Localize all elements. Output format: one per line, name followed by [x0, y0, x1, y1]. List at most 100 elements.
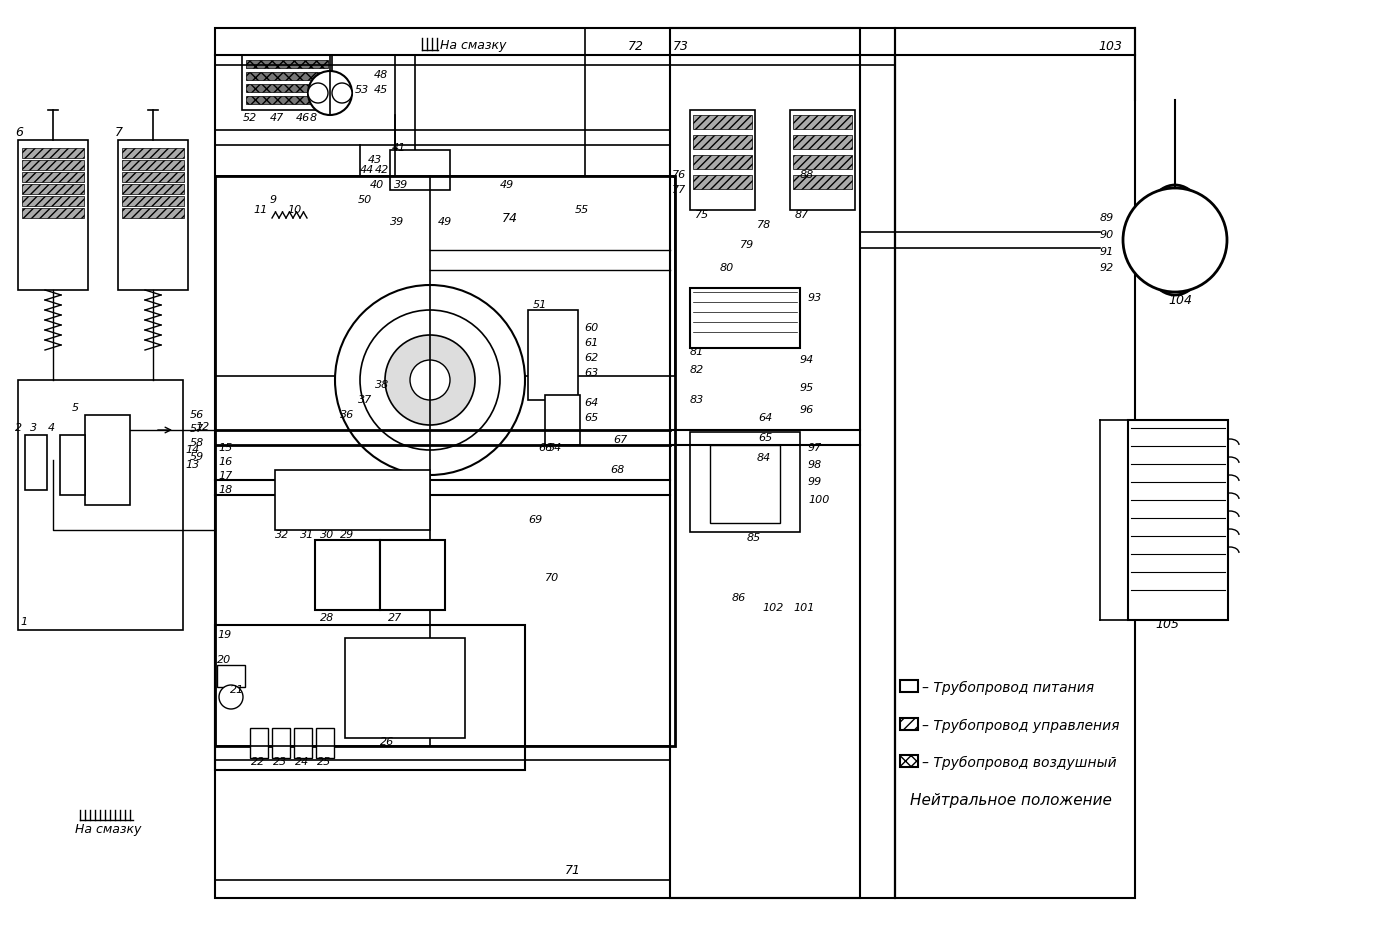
Text: 21: 21: [230, 685, 244, 695]
Text: Нейтральное положение: Нейтральное положение: [910, 792, 1112, 807]
Bar: [315, 540, 379, 610]
Text: 55: 55: [575, 205, 589, 215]
Bar: [122, 172, 183, 182]
Text: 80: 80: [720, 263, 734, 273]
Circle shape: [385, 335, 475, 425]
Bar: [22, 184, 84, 194]
Bar: [1128, 420, 1228, 620]
Text: 7: 7: [115, 126, 123, 140]
Text: На смазку: На смазку: [440, 40, 507, 52]
Text: 27: 27: [388, 613, 402, 623]
Bar: [528, 310, 578, 400]
Text: 95: 95: [799, 383, 815, 393]
Text: 82: 82: [690, 365, 704, 375]
Text: 36: 36: [340, 410, 354, 420]
Circle shape: [332, 83, 351, 103]
Bar: [118, 140, 188, 290]
Circle shape: [218, 685, 244, 709]
Text: 14: 14: [185, 445, 199, 455]
Text: 99: 99: [808, 477, 822, 487]
Text: 31: 31: [300, 530, 314, 540]
Text: 69: 69: [528, 515, 542, 525]
Text: 37: 37: [358, 395, 372, 405]
Text: 94: 94: [799, 355, 815, 365]
Bar: [693, 155, 752, 169]
Bar: [792, 115, 853, 129]
Text: 49: 49: [500, 180, 514, 190]
Text: 40: 40: [370, 180, 384, 190]
Bar: [216, 625, 525, 770]
Text: 64: 64: [584, 398, 598, 408]
Bar: [251, 728, 267, 758]
Text: 26: 26: [379, 737, 395, 747]
Text: 15: 15: [218, 443, 232, 453]
Text: 65: 65: [584, 413, 598, 423]
Bar: [895, 28, 1135, 898]
Bar: [22, 160, 84, 170]
Text: 70: 70: [545, 573, 559, 583]
Text: 12: 12: [195, 422, 209, 432]
Text: 57: 57: [190, 424, 204, 434]
Text: 74: 74: [503, 211, 518, 224]
Text: 28: 28: [321, 613, 335, 623]
Bar: [216, 176, 675, 746]
Ellipse shape: [1140, 185, 1210, 295]
Text: 49: 49: [438, 217, 452, 227]
Bar: [60, 435, 85, 495]
Bar: [316, 728, 335, 758]
Text: 90: 90: [1100, 230, 1114, 240]
Text: 2: 2: [15, 423, 22, 433]
Bar: [18, 380, 183, 630]
Bar: [900, 680, 918, 692]
Bar: [216, 176, 675, 376]
Bar: [246, 84, 328, 92]
Text: 79: 79: [741, 240, 755, 250]
Text: 45: 45: [374, 85, 388, 95]
Text: 51: 51: [533, 300, 547, 310]
Text: 91: 91: [1100, 247, 1114, 257]
Bar: [216, 28, 895, 898]
Text: 72: 72: [629, 40, 644, 52]
Text: 86: 86: [732, 593, 746, 603]
Text: 53: 53: [356, 85, 370, 95]
Text: 100: 100: [808, 495, 829, 505]
Text: 60: 60: [584, 323, 598, 333]
Bar: [379, 540, 445, 610]
Text: 97: 97: [808, 443, 822, 453]
Bar: [246, 60, 328, 68]
Bar: [217, 665, 245, 687]
Bar: [122, 148, 183, 158]
Text: 76: 76: [672, 170, 686, 180]
Text: 32: 32: [274, 530, 290, 540]
Text: 98: 98: [808, 460, 822, 470]
Bar: [22, 208, 84, 218]
Text: 54: 54: [547, 443, 563, 453]
Text: 78: 78: [757, 220, 771, 230]
Bar: [22, 172, 84, 182]
Bar: [690, 288, 799, 348]
Bar: [22, 196, 84, 206]
Bar: [693, 175, 752, 189]
Text: – Трубопровод управления: – Трубопровод управления: [923, 719, 1120, 733]
Text: 41: 41: [392, 143, 406, 153]
Bar: [545, 395, 580, 445]
Text: 65: 65: [757, 433, 773, 443]
Text: 64: 64: [757, 413, 773, 423]
Text: 30: 30: [321, 530, 335, 540]
Bar: [671, 28, 860, 898]
Text: 38: 38: [375, 380, 389, 390]
Bar: [274, 470, 430, 530]
Text: 19: 19: [217, 630, 231, 640]
Text: 43: 43: [368, 155, 382, 165]
Text: 73: 73: [673, 40, 689, 52]
Bar: [710, 445, 780, 523]
Bar: [272, 728, 290, 758]
Text: 4: 4: [48, 423, 55, 433]
Text: 62: 62: [584, 353, 598, 363]
Text: 18: 18: [218, 485, 232, 495]
Text: 102: 102: [762, 603, 784, 613]
Bar: [25, 435, 48, 490]
Text: 50: 50: [358, 195, 372, 205]
Text: 46: 46: [295, 113, 311, 123]
Text: 81: 81: [690, 347, 704, 357]
